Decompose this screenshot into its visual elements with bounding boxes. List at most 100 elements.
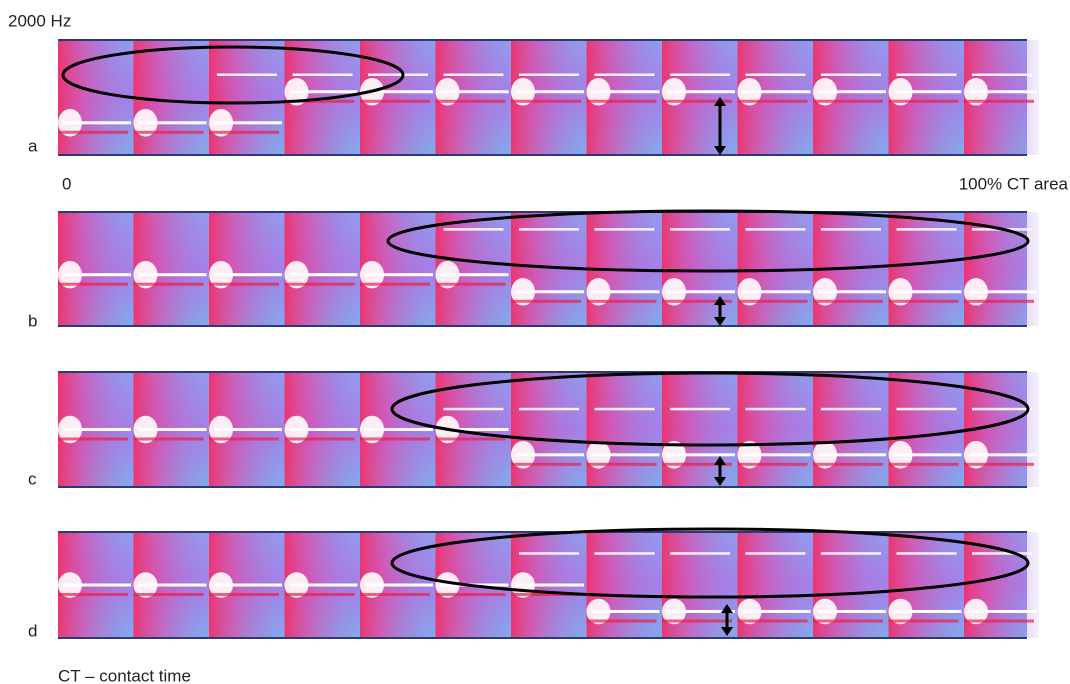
harmonic	[444, 228, 504, 231]
band	[738, 100, 808, 103]
band	[738, 620, 808, 623]
harmonic	[894, 610, 962, 613]
harmonic	[969, 453, 1037, 456]
band	[285, 593, 355, 596]
harmonic	[897, 228, 957, 231]
band	[813, 620, 883, 623]
harmonic	[592, 290, 660, 293]
harmonic	[972, 74, 1032, 77]
harmonic	[441, 90, 509, 93]
band	[964, 300, 1034, 303]
harmonic	[293, 74, 353, 77]
harmonic	[821, 228, 881, 231]
pulse	[587, 372, 662, 487]
harmonic	[592, 610, 660, 613]
band	[209, 438, 279, 441]
harmonic	[516, 290, 584, 293]
harmonic	[444, 408, 504, 411]
panel-label: a	[28, 136, 38, 155]
band	[209, 131, 279, 134]
band	[813, 100, 883, 103]
harmonic	[519, 74, 579, 77]
pulse	[209, 40, 284, 155]
harmonic	[365, 584, 433, 587]
harmonic	[969, 610, 1037, 613]
harmonic	[746, 74, 806, 77]
harmonic	[821, 552, 881, 555]
harmonic	[139, 121, 207, 124]
harmonic	[743, 90, 811, 93]
band	[587, 300, 657, 303]
band	[662, 620, 732, 623]
harmonic	[894, 453, 962, 456]
band	[285, 283, 355, 286]
harmonic	[818, 610, 886, 613]
harmonic	[139, 428, 207, 431]
band	[587, 620, 657, 623]
band	[58, 593, 128, 596]
harmonic	[63, 428, 131, 431]
band	[58, 283, 128, 286]
harmonic	[139, 273, 207, 276]
harmonic	[972, 552, 1032, 555]
harmonic	[667, 90, 735, 93]
spectrograms	[58, 40, 1039, 638]
band	[587, 463, 657, 466]
band	[58, 131, 128, 134]
harmonic	[595, 228, 655, 231]
band	[889, 300, 959, 303]
harmonic	[441, 273, 509, 276]
band	[511, 463, 581, 466]
harmonic	[63, 584, 131, 587]
harmonic	[818, 90, 886, 93]
harmonic	[670, 74, 730, 77]
band	[134, 131, 204, 134]
harmonic	[743, 290, 811, 293]
harmonic	[670, 408, 730, 411]
harmonic	[743, 453, 811, 456]
harmonic	[516, 584, 584, 587]
harmonic	[746, 228, 806, 231]
band	[813, 300, 883, 303]
harmonic	[595, 408, 655, 411]
harmonic	[897, 552, 957, 555]
axis-start: 0	[62, 174, 71, 193]
harmonic	[818, 290, 886, 293]
panel-label: c	[28, 469, 37, 488]
pulse	[738, 372, 813, 487]
harmonic	[214, 273, 282, 276]
harmonic	[972, 408, 1032, 411]
harmonic	[894, 290, 962, 293]
harmonic	[368, 74, 428, 77]
band	[134, 438, 204, 441]
pulse	[662, 372, 737, 487]
band	[964, 620, 1034, 623]
band	[889, 463, 959, 466]
harmonic	[821, 408, 881, 411]
band	[511, 100, 581, 103]
band	[209, 593, 279, 596]
band	[813, 463, 883, 466]
band	[436, 100, 506, 103]
harmonic	[139, 584, 207, 587]
harmonic	[214, 121, 282, 124]
band	[360, 593, 430, 596]
harmonic	[217, 74, 277, 77]
harmonic	[592, 90, 660, 93]
frequency-label: 2000 Hz	[8, 11, 71, 30]
band	[738, 463, 808, 466]
harmonic	[519, 228, 579, 231]
band	[58, 438, 128, 441]
band	[285, 438, 355, 441]
figure: 2000 Hz a b c d 0 100% CT area CT – cont…	[0, 0, 1070, 684]
harmonic	[365, 428, 433, 431]
harmonic	[670, 552, 730, 555]
harmonic	[444, 74, 504, 77]
band	[360, 283, 430, 286]
panel-label: b	[28, 311, 37, 330]
pulse	[813, 372, 888, 487]
harmonic	[519, 552, 579, 555]
band	[360, 100, 430, 103]
harmonic	[821, 74, 881, 77]
harmonic	[290, 584, 358, 587]
